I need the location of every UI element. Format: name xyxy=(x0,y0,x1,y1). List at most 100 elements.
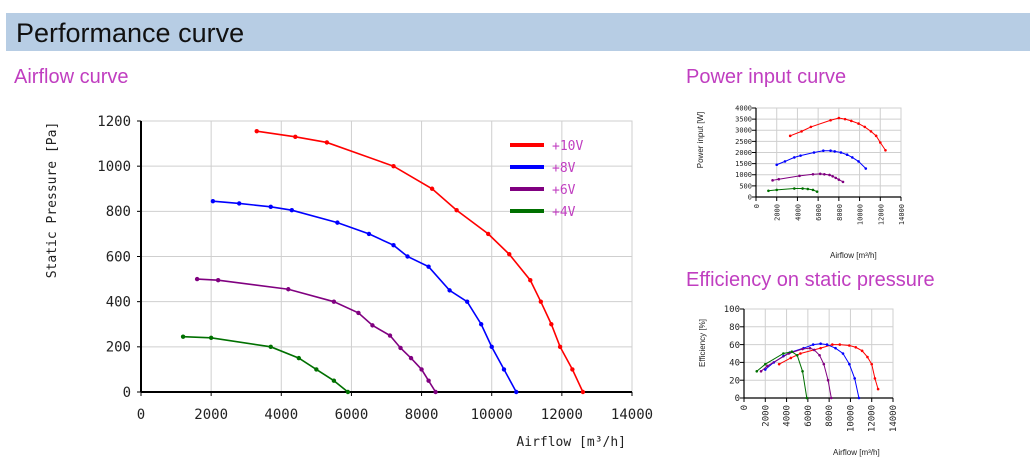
chart2-y-tick-label: 40 xyxy=(729,359,740,369)
chart2-x-tick-label: 10000 xyxy=(846,405,856,432)
chart2-series-2-point xyxy=(829,396,833,400)
chart1-series-2-point xyxy=(777,177,781,181)
chart0-series-3-point xyxy=(345,389,351,395)
chart0-series-2-point xyxy=(331,299,337,304)
chart2-series-2-point xyxy=(826,378,830,382)
chart2-y-tick-label: 80 xyxy=(729,323,740,333)
chart1-series-0-point xyxy=(857,122,860,125)
chart0-x-tick-label: 8000 xyxy=(405,407,439,423)
chart0-series-1-point xyxy=(335,220,340,225)
chart1-series-0-point xyxy=(869,130,873,133)
chart0-series-2-point xyxy=(286,287,291,292)
chart1-series-1-point xyxy=(822,149,825,153)
chart1-series-3-point xyxy=(793,187,796,190)
chart2-series-1-point xyxy=(853,377,856,380)
chart0-series-0-point xyxy=(507,252,512,257)
chart0-series-0-point xyxy=(580,389,586,395)
chart0-x-tick-label: 2000 xyxy=(194,407,228,423)
chart1-series-0-point xyxy=(874,134,878,138)
chart2-y-tick-label: 20 xyxy=(729,376,740,386)
chart0-series-0-point xyxy=(454,208,459,213)
chart2-series-1-point xyxy=(819,342,822,346)
chart0-series-2-point xyxy=(215,278,221,283)
chart0-series-0-point xyxy=(429,186,435,191)
chart1-y-tick-label: 3000 xyxy=(735,127,752,135)
chart1-series-3-point xyxy=(815,190,819,193)
chart1-x-tick-label: 8000 xyxy=(836,204,844,221)
chart1-x-tick-label: 14000 xyxy=(898,204,906,225)
chart0-legend-label: +8V xyxy=(552,161,576,176)
chart0-series-0-point xyxy=(254,128,259,134)
chart0-y-axis-label: Static Pressure [Pa] xyxy=(45,122,60,279)
chart0-x-tick-label: 10000 xyxy=(471,407,513,423)
chart0-legend-label: +10V xyxy=(552,139,583,154)
chart1-series-1-point xyxy=(793,156,796,159)
chart2-series-2-point xyxy=(808,346,812,350)
chart0-series-3-point xyxy=(331,378,337,383)
chart2-series-0-point xyxy=(789,356,793,360)
chart0-x-tick-label: 14000 xyxy=(611,407,653,423)
chart2-series-0-point xyxy=(870,362,874,366)
chart2-series-3-point xyxy=(801,370,804,373)
chart2-series-1-point xyxy=(825,343,829,346)
chart0-x-tick-label: 12000 xyxy=(541,407,583,423)
chart2-series-0-point xyxy=(838,343,842,346)
chart2-series-2-point xyxy=(822,362,826,366)
chart0-series-2-point xyxy=(408,355,414,361)
chart1-series-0-point xyxy=(829,118,832,122)
chart1-series-2-point xyxy=(823,173,826,176)
chart1-series-0-point xyxy=(837,116,841,120)
chart1-series-2-point xyxy=(831,175,834,178)
chart0-series-1-point xyxy=(237,201,242,206)
chart1-series-1-point xyxy=(783,160,787,163)
chart2-x-axis-label: Airflow [m³/h] xyxy=(833,448,880,457)
chart2-series-2-point xyxy=(759,370,763,373)
chart0-series-3-point xyxy=(208,335,214,340)
chart0-series-1-point xyxy=(210,198,216,204)
chart1-series-3-point xyxy=(806,187,810,191)
chart1-y-tick-label: 2000 xyxy=(735,149,752,157)
chart1-y-tick-label: 2500 xyxy=(735,138,752,146)
chart1-series-0-point xyxy=(863,125,867,129)
chart0-series-3-point xyxy=(268,344,273,350)
chart0-series-1-point xyxy=(501,367,507,372)
chart0-series-2-point xyxy=(370,323,375,328)
airflow-curve-title: Airflow curve xyxy=(14,66,129,88)
chart0-series-0-point xyxy=(557,344,563,350)
chart2-x-tick-label: 8000 xyxy=(825,405,835,427)
chart1-series-0-point xyxy=(800,130,803,133)
chart1-series-1-point xyxy=(775,163,779,167)
chart0-series-0-point xyxy=(324,140,330,145)
chart2-series-3-point xyxy=(790,350,794,354)
chart1-series-1-point xyxy=(829,149,832,153)
chart2-series-2-line xyxy=(760,347,832,399)
chart2-series-2-point xyxy=(812,348,816,352)
chart1-series-1-point xyxy=(857,160,860,163)
chart1-series-3-point xyxy=(767,189,770,193)
power-input-curve-title: Power input curve xyxy=(686,66,847,88)
chart1-series-1-point xyxy=(833,150,837,153)
chart1-y-tick-label: 0 xyxy=(748,193,752,201)
chart1-series-2-point xyxy=(811,173,815,176)
chart0-y-tick-label: 1000 xyxy=(97,159,131,175)
chart0-y-tick-label: 200 xyxy=(106,340,131,356)
chart1-series-2-point xyxy=(828,173,831,177)
chart0-series-3-point xyxy=(296,355,302,361)
chart2-y-tick-label: 0 xyxy=(735,394,740,404)
chart0-series-3-point xyxy=(314,367,319,372)
chart1-series-2-point xyxy=(771,179,774,182)
chart1-series-3-point xyxy=(775,188,779,192)
chart2-x-tick-label: 2000 xyxy=(761,405,771,427)
chart1-series-1-point xyxy=(839,151,843,154)
chart1-x-tick-label: 12000 xyxy=(877,204,885,225)
chart2-series-2-point xyxy=(766,364,769,368)
chart0-y-tick-label: 600 xyxy=(106,249,131,265)
chart2-plot-area xyxy=(743,308,894,399)
chart2-series-0-point xyxy=(860,349,864,353)
efficiency-curve-title: Efficiency on static pressure xyxy=(686,269,935,291)
chart1-series-1-point xyxy=(864,167,868,170)
chart1-series-2-point xyxy=(818,172,822,176)
chart2-series-0-point xyxy=(819,346,822,350)
chart1-series-3-point xyxy=(801,187,804,190)
chart2-series-3-point xyxy=(805,396,809,400)
